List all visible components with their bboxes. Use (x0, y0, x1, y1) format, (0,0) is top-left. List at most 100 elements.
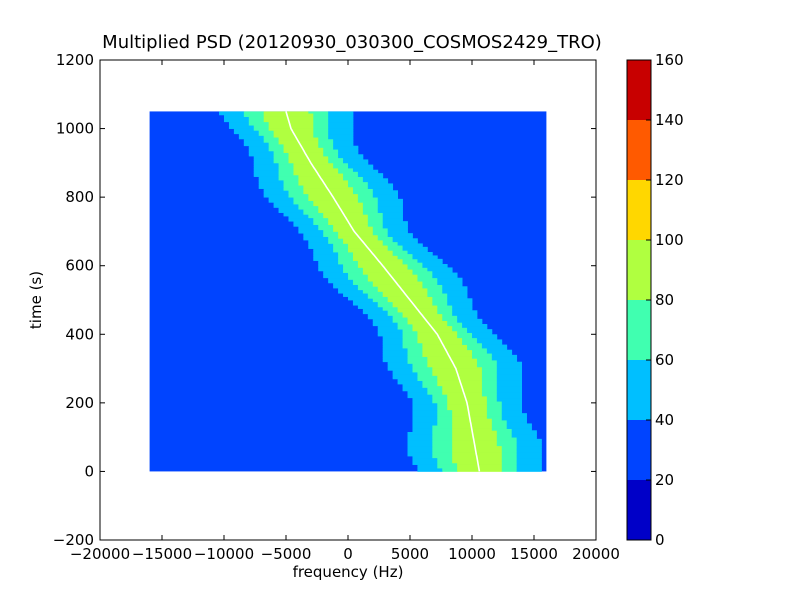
spectrogram-cell (382, 291, 428, 294)
spectrogram-cell (481, 370, 498, 373)
spectrogram-cell (467, 348, 488, 351)
spectrogram-cell (437, 464, 458, 467)
spectrogram-cell (402, 344, 423, 347)
spectrogram-cell (303, 212, 324, 215)
spectrogram-cell (392, 236, 413, 239)
spectrogram-cell (352, 303, 379, 306)
spectrogram-cell (362, 204, 379, 207)
spectrogram-cell (377, 197, 398, 200)
spectrogram-cell (402, 260, 418, 263)
spectrogram-cell (437, 305, 453, 308)
spectrogram-cell (397, 324, 413, 327)
spectrogram-cell (437, 462, 458, 465)
spectrogram-cell (382, 222, 408, 225)
spectrogram-cell (387, 361, 408, 364)
spectrogram-cell (278, 178, 299, 181)
spectrogram-cell (303, 190, 354, 193)
spectrogram-cell (427, 389, 443, 392)
spectrogram-cell (283, 214, 309, 217)
spectrogram-cell (501, 466, 518, 469)
spectrogram-cell (357, 197, 379, 200)
spectrogram-cell (501, 461, 518, 464)
spectrogram-cell (496, 389, 522, 392)
spectrogram-cell (313, 114, 329, 117)
spectrogram-cell (372, 324, 398, 327)
spectrogram-cell (382, 214, 403, 217)
spectrogram-cell (452, 329, 468, 332)
spectrogram-cell (288, 192, 304, 195)
spectrogram-cell (377, 330, 403, 333)
spectrogram-cell (496, 382, 522, 385)
spectrogram-cell (442, 315, 458, 318)
spectrogram-cell (397, 378, 418, 381)
spectrogram-cell (516, 437, 537, 440)
spectrogram-cell (263, 190, 289, 193)
spectrogram-cell (432, 399, 448, 402)
spectrogram-cell (387, 365, 413, 368)
spectrogram-cell (412, 365, 428, 368)
spectrogram-cell (268, 147, 284, 150)
spectrogram-cell (397, 241, 418, 244)
spectrogram-cell (318, 138, 334, 141)
spectrogram-cell (437, 457, 453, 460)
spectrogram-cell (501, 456, 518, 459)
spectrogram-cell (501, 402, 522, 405)
spectrogram-cell (357, 198, 379, 201)
spectrogram-cell (253, 164, 279, 167)
spectrogram-cell (476, 358, 493, 361)
spectrogram-cell (407, 435, 433, 438)
spectrogram-cell (367, 186, 394, 189)
spectrogram-cell (278, 168, 294, 171)
spectrogram-cell (313, 120, 329, 123)
spectrogram-cell (377, 303, 394, 306)
spectrogram-cell (516, 442, 542, 445)
spectrogram-cell (447, 324, 463, 327)
spectrogram-cell (328, 120, 354, 123)
spectrogram-cell (382, 360, 408, 363)
spectrogram-cell (293, 202, 314, 205)
spectrogram-cell (437, 466, 458, 469)
spectrogram-cell (238, 133, 260, 136)
spectrogram-cell (382, 212, 403, 215)
spectrogram-cell (328, 240, 344, 243)
spectrogram-cell (397, 243, 423, 246)
spectrogram-cell (422, 286, 443, 289)
spectrogram-cell (496, 390, 522, 393)
spectrogram-cell (377, 236, 394, 239)
spectrogram-cell (367, 276, 418, 279)
spectrogram-cell (397, 382, 423, 385)
spectrogram-cell (323, 147, 334, 150)
spectrogram-cell (432, 437, 453, 440)
spectrogram-cell (437, 416, 453, 419)
spectrogram-cell (224, 116, 250, 119)
spectrogram-cell (382, 354, 408, 357)
spectrogram-cell (377, 301, 394, 304)
spectrogram-cell (382, 224, 408, 227)
spectrogram-cell (362, 212, 384, 215)
spectrogram-cell (447, 301, 473, 304)
spectrogram-cell (308, 193, 359, 196)
spectrogram-cell (338, 169, 354, 172)
spectrogram-cell (452, 313, 478, 316)
spectrogram-cell (402, 245, 423, 248)
spectrogram-cell (308, 245, 334, 248)
spectrogram-cell (417, 276, 433, 279)
spectrogram-cell (343, 157, 364, 160)
colorbar-tick-label: 140 (655, 111, 684, 129)
spectrogram-cell (268, 142, 279, 145)
spectrogram-cell (447, 296, 468, 299)
spectrogram-cell (427, 293, 448, 296)
spectrogram-cell (452, 450, 503, 453)
spectrogram-cell (308, 111, 329, 114)
spectrogram-cell (348, 298, 374, 301)
colorbar-tick-label: 100 (655, 231, 684, 249)
spectrogram-cell (372, 190, 398, 193)
spectrogram-cell (362, 180, 389, 183)
spectrogram-cell (407, 445, 433, 448)
colorbar-segment (627, 360, 651, 420)
spectrogram-cell (452, 452, 503, 455)
spectrogram-cell (452, 312, 478, 315)
spectrogram-cell (313, 133, 329, 136)
spectrogram-cell (452, 433, 498, 436)
spectrogram-cell (476, 339, 503, 342)
